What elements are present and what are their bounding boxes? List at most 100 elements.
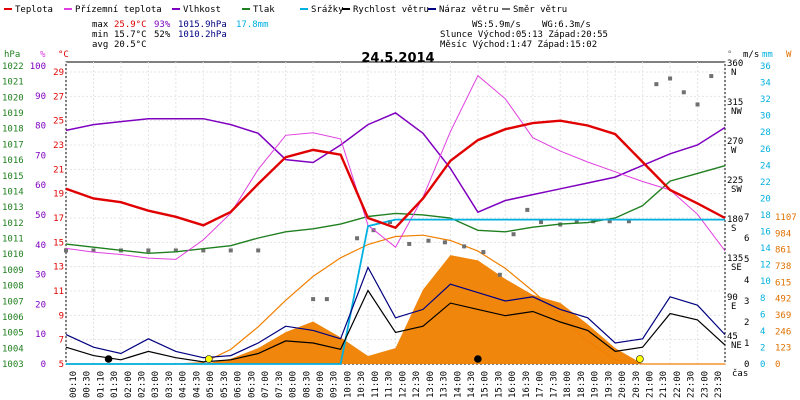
tick-mm-11: 14 <box>760 244 771 254</box>
tick-hpa-7: 1015 <box>2 172 24 182</box>
tick-mm-10: 16 <box>760 228 771 238</box>
stat-moon: Měsíc Východ:1:47 Západ:15:02 <box>440 40 597 50</box>
tick-hpa-16: 1006 <box>2 313 24 323</box>
wind-dir-point-29 <box>681 90 686 95</box>
tick-mm-14: 8 <box>760 294 765 304</box>
tick-time-33: 16:30 <box>522 371 532 398</box>
chart-legend: Teplota Přízemní teplota Vlhkost Tlak Srážky… <box>4 5 567 15</box>
tick-hpa-14: 1008 <box>2 282 24 292</box>
tick-hpa-1: 1021 <box>2 78 24 88</box>
tick-time-11: 05:30 <box>220 371 230 398</box>
legend-label-7: Směr větru <box>513 5 567 15</box>
tick-ms-6: 1 <box>744 339 749 349</box>
tick-hpa-17: 1005 <box>2 329 24 339</box>
wind-dir-point-7 <box>256 248 261 253</box>
tick-pct-0: 100 <box>30 62 46 72</box>
tick-mm-12: 12 <box>760 261 771 271</box>
tick-time-18: 09:00 <box>316 371 326 398</box>
marker-sunrise <box>204 355 213 363</box>
stat-rain: 17.8mm <box>236 20 269 30</box>
tick-hpa-15: 1007 <box>2 297 24 307</box>
tick-c-7: 15 <box>53 238 64 248</box>
tick-pct-7: 30 <box>35 271 46 281</box>
tick-time-30: 15:00 <box>481 371 491 398</box>
tick-time-3: 01:30 <box>110 371 120 398</box>
tick-dir-deg-3: 225 <box>727 176 743 186</box>
tick-time-15: 07:30 <box>275 371 285 398</box>
tick-time-27: 13:30 <box>440 371 450 398</box>
tick-time-42: 21:00 <box>646 371 656 398</box>
wind-dir-point-20 <box>525 207 530 212</box>
tick-hpa-10: 1012 <box>2 219 24 229</box>
legend-label-5: Rychlost větru <box>353 5 429 15</box>
legend-label-4: Srážky <box>311 5 344 15</box>
tick-c-11: 7 <box>59 336 64 346</box>
tick-pct-3: 70 <box>35 151 46 161</box>
tick-dir-deg-4: 180 <box>727 215 743 225</box>
tick-dir-name-3: SW <box>731 185 742 195</box>
series-humidity <box>65 112 726 214</box>
tick-pct-9: 10 <box>35 330 46 340</box>
tick-hpa-12: 1010 <box>2 250 24 260</box>
wind-dir-point-8 <box>311 297 316 302</box>
axis-unit-deg: ° <box>727 50 732 60</box>
tick-time-40: 20:00 <box>618 371 628 398</box>
tick-c-1: 27 <box>53 92 64 102</box>
tick-dir-name-6: E <box>731 302 736 312</box>
tick-dir-deg-7: 45 <box>727 332 738 342</box>
tick-w-0: 1107 <box>775 213 797 223</box>
tick-w-8: 123 <box>775 344 791 354</box>
stat-avg-temp: 20.5°C <box>114 40 147 50</box>
tick-mm-1: 34 <box>760 79 771 89</box>
wind-dir-point-15 <box>442 240 447 245</box>
wind-dir-point-4 <box>173 248 178 253</box>
tick-w-5: 492 <box>775 295 791 305</box>
wind-dir-point-9 <box>324 297 329 302</box>
tick-time-23: 11:30 <box>385 371 395 398</box>
wind-dir-point-12 <box>388 220 393 225</box>
axis-unit-mm: mm <box>762 50 773 60</box>
wind-dir-point-18 <box>497 272 502 277</box>
stat-wg: WG:6.3m/s <box>542 20 591 30</box>
legend-label-2: Vlhkost <box>183 5 221 15</box>
tick-mm-3: 30 <box>760 112 771 122</box>
tick-c-12: 5 <box>59 360 64 370</box>
wind-dir-point-13 <box>407 241 412 246</box>
tick-hpa-18: 1004 <box>2 344 24 354</box>
tick-mm-0: 36 <box>760 62 771 72</box>
wind-dir-point-21 <box>539 220 544 225</box>
stat-max-press: 1015.9hPa <box>178 20 227 30</box>
wind-dir-point-6 <box>228 248 233 253</box>
wind-dir-point-26 <box>626 219 631 224</box>
tick-dir-deg-2: 270 <box>727 137 743 147</box>
tick-pct-10: 0 <box>41 360 46 370</box>
wind-dir-point-28 <box>668 76 673 81</box>
tick-time-28: 14:00 <box>453 371 463 398</box>
tick-pct-2: 80 <box>35 122 46 132</box>
tick-time-20: 10:00 <box>343 371 353 398</box>
tick-pct-4: 60 <box>35 181 46 191</box>
tick-w-7: 246 <box>775 327 791 337</box>
series-wind-speed <box>65 289 726 363</box>
wind-dir-point-0 <box>64 248 68 253</box>
tick-c-5: 19 <box>53 190 64 200</box>
wind-dir-point-23 <box>574 219 579 224</box>
tick-w-1: 984 <box>775 229 791 239</box>
tick-pct-8: 20 <box>35 300 46 310</box>
tick-time-29: 14:30 <box>467 371 477 398</box>
axis-unit-pct: % <box>40 50 46 60</box>
tick-time-9: 04:30 <box>192 371 202 398</box>
marker-sunset <box>636 355 644 363</box>
tick-c-9: 11 <box>53 287 64 297</box>
tick-c-3: 23 <box>53 141 64 151</box>
tick-mm-13: 10 <box>760 277 771 287</box>
tick-c-10: 9 <box>59 311 64 321</box>
wind-dir-point-16 <box>462 244 467 249</box>
tick-dir-deg-0: 360 <box>727 59 743 69</box>
tick-time-2: 01:10 <box>96 371 106 398</box>
stat-min-temp: 15.7°C <box>114 30 147 40</box>
tick-time-31: 15:30 <box>495 371 505 398</box>
wind-dir-point-5 <box>201 248 206 253</box>
tick-time-5: 02:30 <box>138 371 148 398</box>
tick-time-47: 23:30 <box>714 371 724 398</box>
